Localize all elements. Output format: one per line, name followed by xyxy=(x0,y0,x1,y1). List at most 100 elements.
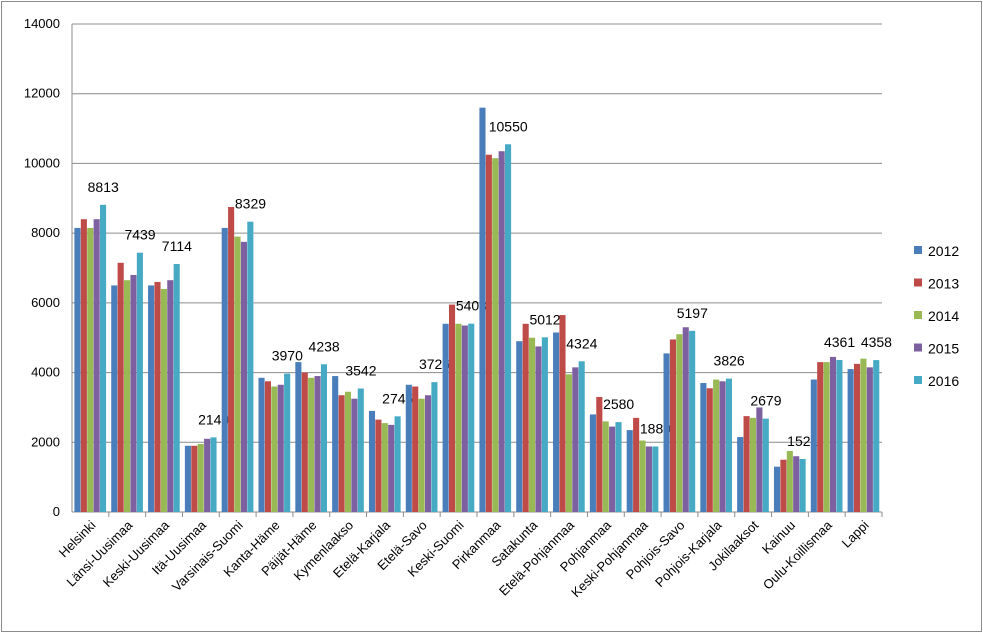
data-label: 3542 xyxy=(345,363,376,379)
legend-label: 2016 xyxy=(928,373,959,389)
bar-2012-22 xyxy=(847,369,854,512)
bar-2013-15 xyxy=(596,396,603,512)
bar-2013-11 xyxy=(448,304,456,512)
bar-2016-14 xyxy=(578,361,585,512)
bar-2015-18 xyxy=(719,381,726,512)
bar-2013-6 xyxy=(264,381,271,512)
bar-2013-7 xyxy=(301,372,308,512)
data-label: 10550 xyxy=(489,118,528,134)
bar-2012-15 xyxy=(589,414,596,512)
legend-swatch-2015 xyxy=(914,343,922,352)
bar-2014-16 xyxy=(639,440,646,512)
bar-2016-16 xyxy=(652,446,659,512)
bar-2013-14 xyxy=(559,315,566,512)
bar-2016-21 xyxy=(836,359,843,512)
bar-2016-20 xyxy=(799,458,806,512)
bar-2013-5 xyxy=(228,207,235,512)
bar-2014-13 xyxy=(529,337,536,512)
data-label: 1521 xyxy=(787,433,818,449)
bar-2013-20 xyxy=(780,459,787,512)
bar-2013-21 xyxy=(817,362,824,512)
bar-2012-4 xyxy=(184,445,191,512)
legend-swatch-2014 xyxy=(914,311,922,319)
bar-2015-17 xyxy=(682,327,689,512)
data-label: 2679 xyxy=(750,393,781,409)
bar-2016-10 xyxy=(431,382,438,512)
bar-2015-15 xyxy=(609,426,616,512)
bar-2014-22 xyxy=(860,358,867,512)
bar-2014-15 xyxy=(602,421,609,512)
legend-label: 2012 xyxy=(928,243,959,259)
category-label: Lappi xyxy=(839,517,872,550)
data-label: 5197 xyxy=(677,305,708,321)
data-label: 2140 xyxy=(198,411,229,427)
bar-2012-8 xyxy=(332,376,339,512)
bar-2015-3 xyxy=(167,280,174,512)
bar-2013-4 xyxy=(191,445,198,512)
bar-2012-20 xyxy=(773,466,781,512)
bar-2013-17 xyxy=(669,339,676,512)
bar-2013-1 xyxy=(80,219,87,512)
bar-2012-16 xyxy=(626,430,633,512)
bar-2015-21 xyxy=(829,356,837,512)
data-label: 4358 xyxy=(861,334,892,350)
bar-2012-10 xyxy=(405,384,412,512)
y-tick-label: 4000 xyxy=(31,365,60,380)
data-label: 7114 xyxy=(162,238,192,254)
bar-2014-1 xyxy=(87,227,94,512)
bar-2016-8 xyxy=(357,388,364,512)
bar-2014-20 xyxy=(786,451,793,512)
bar-2016-9 xyxy=(394,416,401,512)
bar-2012-18 xyxy=(700,383,707,512)
bar-2015-1 xyxy=(93,219,100,512)
data-label: 8329 xyxy=(235,196,266,212)
legend-swatch-2016 xyxy=(914,376,922,384)
bar-2015-16 xyxy=(645,446,652,512)
bar-2014-7 xyxy=(308,377,315,512)
bar-2015-10 xyxy=(424,395,432,512)
bar-2015-12 xyxy=(498,151,505,512)
bar-2014-6 xyxy=(271,386,278,512)
bar-2016-6 xyxy=(284,373,291,512)
bar-2014-14 xyxy=(565,374,572,512)
bar-2016-5 xyxy=(247,221,254,512)
bar-2012-7 xyxy=(295,362,302,512)
bar-2014-12 xyxy=(492,158,499,512)
legend-swatch-2012 xyxy=(914,246,922,254)
bar-2015-6 xyxy=(277,384,284,512)
bar-2016-1 xyxy=(100,204,107,512)
bar-2014-8 xyxy=(344,391,352,512)
bar-2012-11 xyxy=(442,323,449,512)
bar-2014-19 xyxy=(749,417,757,512)
bar-2015-20 xyxy=(793,456,800,512)
data-label: 5012 xyxy=(529,311,560,327)
bar-2016-22 xyxy=(873,360,880,512)
data-label: 3970 xyxy=(272,348,303,364)
data-label: 3826 xyxy=(714,353,745,369)
bar-2012-1 xyxy=(74,227,81,512)
bar-2016-4 xyxy=(210,437,217,512)
bar-2012-13 xyxy=(516,341,523,512)
bar-2014-2 xyxy=(124,280,131,512)
data-label: 2580 xyxy=(603,396,634,412)
bar-2015-19 xyxy=(756,407,763,512)
data-label: 2745 xyxy=(382,390,413,406)
bar-2012-3 xyxy=(148,285,155,512)
bar-2013-10 xyxy=(412,386,419,512)
bar-2012-17 xyxy=(663,353,670,512)
bar-2015-7 xyxy=(314,376,321,512)
bar-2013-16 xyxy=(633,417,640,512)
bar-2014-4 xyxy=(197,444,204,512)
legend-label: 2013 xyxy=(928,276,959,292)
bar-2015-22 xyxy=(866,367,873,512)
bar-2013-12 xyxy=(485,154,492,512)
data-label: 7439 xyxy=(124,227,155,243)
bar-2014-17 xyxy=(676,334,683,512)
data-label: 1880 xyxy=(640,420,671,436)
bar-2013-19 xyxy=(743,416,750,512)
legend-swatch-2013 xyxy=(914,278,922,287)
data-label: 4361 xyxy=(824,334,855,350)
bar-2012-19 xyxy=(737,437,744,512)
